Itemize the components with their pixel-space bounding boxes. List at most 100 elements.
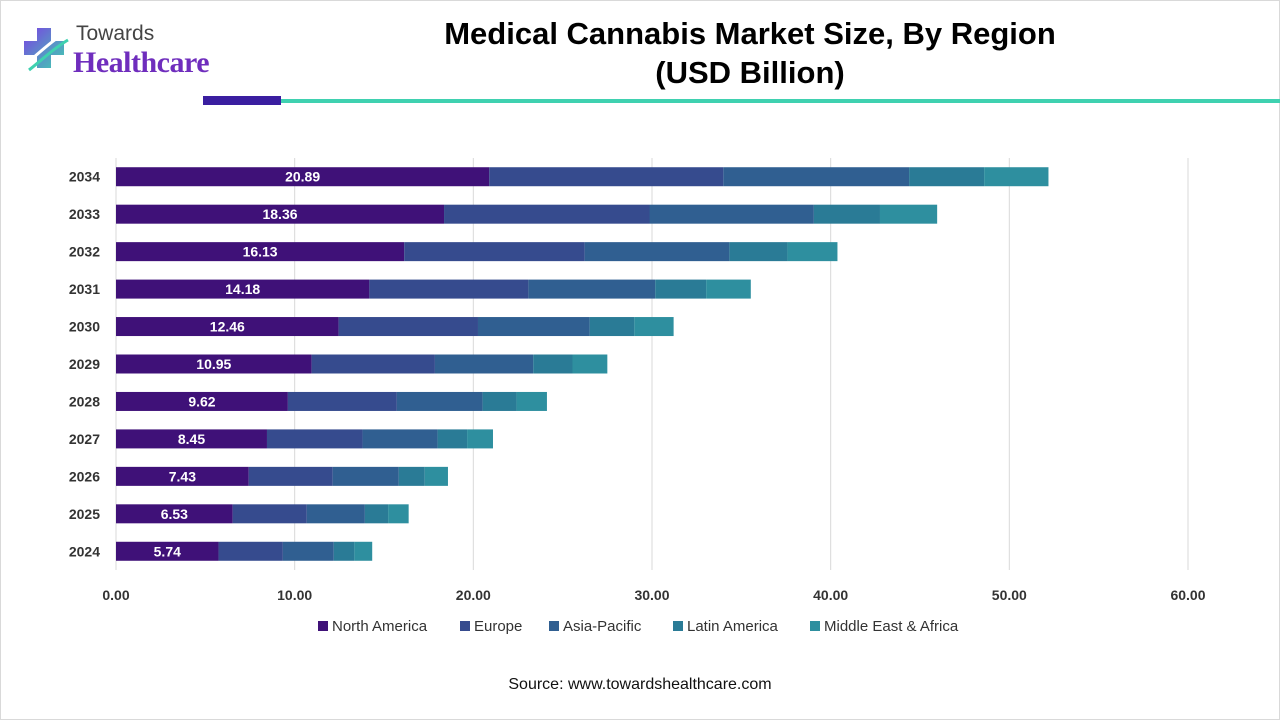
bar-segment-north-america xyxy=(116,204,445,224)
data-label: 9.62 xyxy=(188,393,215,409)
data-label: 16.13 xyxy=(243,244,278,260)
bar-segment-north-america xyxy=(116,466,249,486)
bar-segment-middle-east-africa xyxy=(634,317,674,337)
bar-segment-asia-pacific xyxy=(584,242,730,262)
data-label: 7.43 xyxy=(169,468,196,484)
bar-segment-latin-america xyxy=(729,242,788,262)
y-tick-label: 2032 xyxy=(69,244,100,260)
bar-segment-north-america xyxy=(116,242,405,262)
bar-segment-middle-east-africa xyxy=(388,504,409,524)
y-tick-label: 2024 xyxy=(69,543,100,559)
bar-segment-latin-america xyxy=(437,429,468,449)
bar-segment-europe xyxy=(232,504,307,524)
data-label: 10.95 xyxy=(196,356,231,372)
logo-text-towards: Towards xyxy=(76,22,155,45)
data-label: 8.45 xyxy=(178,431,205,447)
bar-segment-europe xyxy=(287,391,397,411)
legend-swatch xyxy=(810,621,820,631)
header-accent-purple xyxy=(203,96,281,105)
y-tick-label: 2029 xyxy=(69,356,100,372)
bar-segment-asia-pacific xyxy=(396,391,483,411)
bar-segment-latin-america xyxy=(364,504,389,524)
legend-swatch xyxy=(318,621,328,631)
logo-text-healthcare: Healthcare xyxy=(73,46,210,79)
bar-segment-north-america xyxy=(116,167,490,187)
x-tick-label: 30.00 xyxy=(634,587,669,603)
x-tick-label: 20.00 xyxy=(456,587,491,603)
bar-segment-asia-pacific xyxy=(362,429,438,449)
data-label: 5.74 xyxy=(154,543,181,559)
bar-segment-latin-america xyxy=(655,279,707,299)
y-tick-label: 2026 xyxy=(69,468,100,484)
bar-segment-middle-east-africa xyxy=(706,279,751,299)
chart-subtitle: (USD Billion) xyxy=(655,55,845,90)
bar-segment-north-america xyxy=(116,391,288,411)
header-accent-teal xyxy=(281,99,1280,103)
legend-label: Latin America xyxy=(687,618,779,635)
bar-segment-latin-america xyxy=(589,317,635,337)
bar-segment-europe xyxy=(311,354,435,374)
legend-label: North America xyxy=(332,618,428,635)
bar-segment-latin-america xyxy=(482,391,517,411)
bar-segment-asia-pacific xyxy=(332,466,399,486)
data-label: 20.89 xyxy=(285,169,320,185)
legend-swatch xyxy=(673,621,683,631)
y-tick-label: 2027 xyxy=(69,431,100,447)
data-label: 6.53 xyxy=(161,506,188,522)
x-tick-label: 40.00 xyxy=(813,587,848,603)
bar-segment-north-america xyxy=(116,541,219,561)
bar-segment-latin-america xyxy=(333,541,355,561)
towards-healthcare-logo: Towards Healthcare xyxy=(18,20,248,90)
bar-segment-north-america xyxy=(116,504,233,524)
y-tick-label: 2030 xyxy=(69,319,100,335)
bar-segment-middle-east-africa xyxy=(879,204,938,224)
legend-label: Middle East & Africa xyxy=(824,618,959,635)
bar-segment-europe xyxy=(369,279,529,299)
bar-segment-asia-pacific xyxy=(306,504,365,524)
bar-segment-europe xyxy=(338,317,478,337)
legend-swatch xyxy=(460,621,470,631)
bar-segment-north-america xyxy=(116,279,370,299)
y-tick-label: 2034 xyxy=(69,169,100,185)
bar-segment-middle-east-africa xyxy=(787,242,838,262)
bar-segment-europe xyxy=(248,466,333,486)
data-label: 14.18 xyxy=(225,281,260,297)
bar-segment-north-america xyxy=(116,317,339,337)
y-tick-label: 2028 xyxy=(69,393,100,409)
data-label: 18.36 xyxy=(262,206,297,222)
legend-label: Asia-Pacific xyxy=(563,618,642,635)
bar-segment-asia-pacific xyxy=(528,279,656,299)
bar-segment-europe xyxy=(444,204,650,224)
bar-segment-asia-pacific xyxy=(477,317,590,337)
bar-segment-middle-east-africa xyxy=(467,429,493,449)
x-tick-label: 60.00 xyxy=(1170,587,1205,603)
bar-segment-latin-america xyxy=(533,354,573,374)
bar-segment-europe xyxy=(218,541,283,561)
bar-segment-middle-east-africa xyxy=(516,391,547,411)
bar-segment-north-america xyxy=(116,354,312,374)
bar-segment-middle-east-africa xyxy=(572,354,608,374)
medical-cross-logo-icon xyxy=(24,28,69,72)
data-label: 12.46 xyxy=(210,319,245,335)
bar-segment-latin-america xyxy=(909,167,985,187)
bar-segment-asia-pacific xyxy=(434,354,534,374)
source-note: Source: www.towardshealthcare.com xyxy=(508,676,772,693)
bar-segment-europe xyxy=(266,429,363,449)
legend-swatch xyxy=(549,621,559,631)
bar-segment-europe xyxy=(489,167,724,187)
bar-segment-europe xyxy=(404,242,585,262)
bar-segment-asia-pacific xyxy=(649,204,814,224)
bar-segment-latin-america xyxy=(398,466,425,486)
chart-title: Medical Cannabis Market Size, By Region xyxy=(444,16,1056,51)
y-tick-label: 2031 xyxy=(69,281,100,297)
bar-segment-latin-america xyxy=(813,204,880,224)
x-tick-label: 0.00 xyxy=(102,587,129,603)
bar-segment-asia-pacific xyxy=(723,167,910,187)
bar-segment-middle-east-africa xyxy=(984,167,1049,187)
bar-segment-middle-east-africa xyxy=(354,541,373,561)
x-tick-label: 50.00 xyxy=(992,587,1027,603)
bar-segment-middle-east-africa xyxy=(424,466,448,486)
legend-label: Europe xyxy=(474,618,522,635)
y-tick-label: 2033 xyxy=(69,206,100,222)
